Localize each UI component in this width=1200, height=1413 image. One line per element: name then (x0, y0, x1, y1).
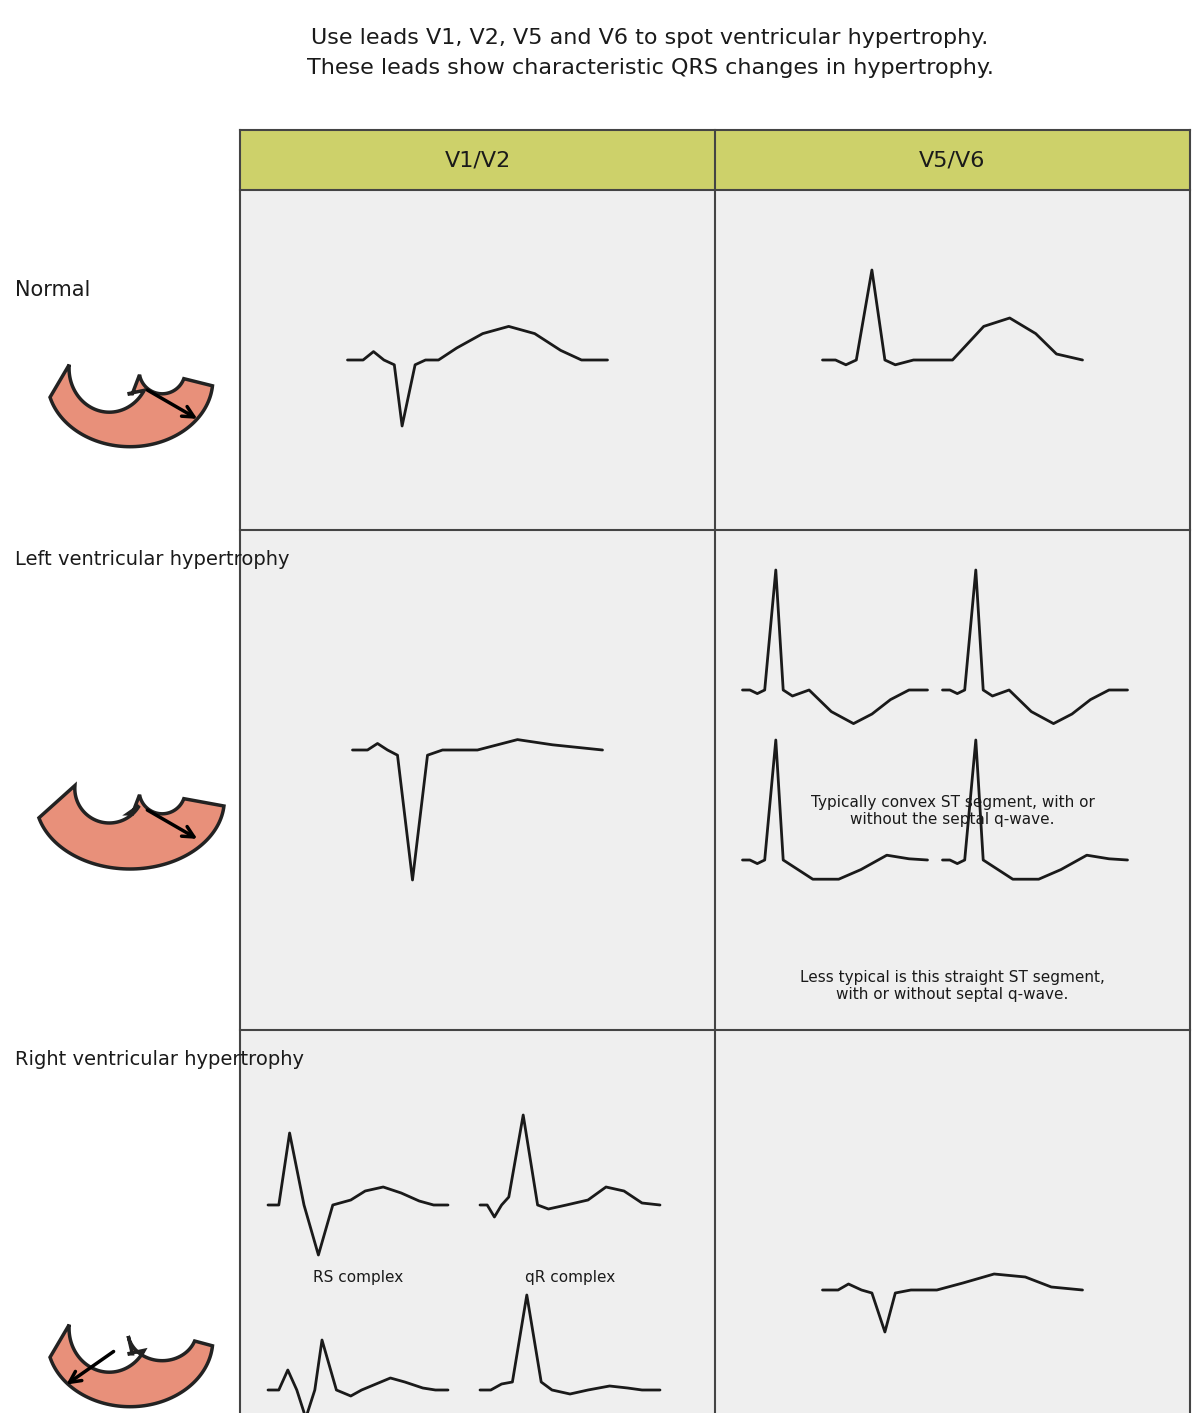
Bar (715, 189, 1190, 530)
Text: Normal: Normal (14, 280, 90, 300)
Polygon shape (50, 365, 212, 447)
Bar (240, 530, 715, 1030)
Text: Less typical is this straight ST segment,
with or without septal q-wave.: Less typical is this straight ST segment… (800, 969, 1105, 1002)
Text: RS complex: RS complex (313, 1270, 403, 1284)
Polygon shape (38, 786, 224, 869)
Bar (240, 1030, 715, 1413)
Text: V1/V2: V1/V2 (444, 150, 511, 170)
Polygon shape (50, 1325, 212, 1407)
Bar (715, 1030, 1190, 1413)
Text: Right ventricular hypertrophy: Right ventricular hypertrophy (14, 1050, 304, 1070)
Text: Use leads V1, V2, V5 and V6 to spot ventricular hypertrophy.: Use leads V1, V2, V5 and V6 to spot vent… (311, 28, 989, 48)
Text: qR complex: qR complex (524, 1270, 616, 1284)
Text: Left ventricular hypertrophy: Left ventricular hypertrophy (14, 550, 289, 569)
Bar (240, 130, 715, 189)
Text: These leads show characteristic QRS changes in hypertrophy.: These leads show characteristic QRS chan… (306, 58, 994, 78)
Bar (715, 530, 1190, 1030)
Text: Typically convex ST segment, with or
without the septal q-wave.: Typically convex ST segment, with or wit… (810, 796, 1094, 828)
Bar (240, 189, 715, 530)
Bar (0, 130, 240, 1413)
Bar (715, 130, 1190, 189)
Text: V5/V6: V5/V6 (919, 150, 985, 170)
